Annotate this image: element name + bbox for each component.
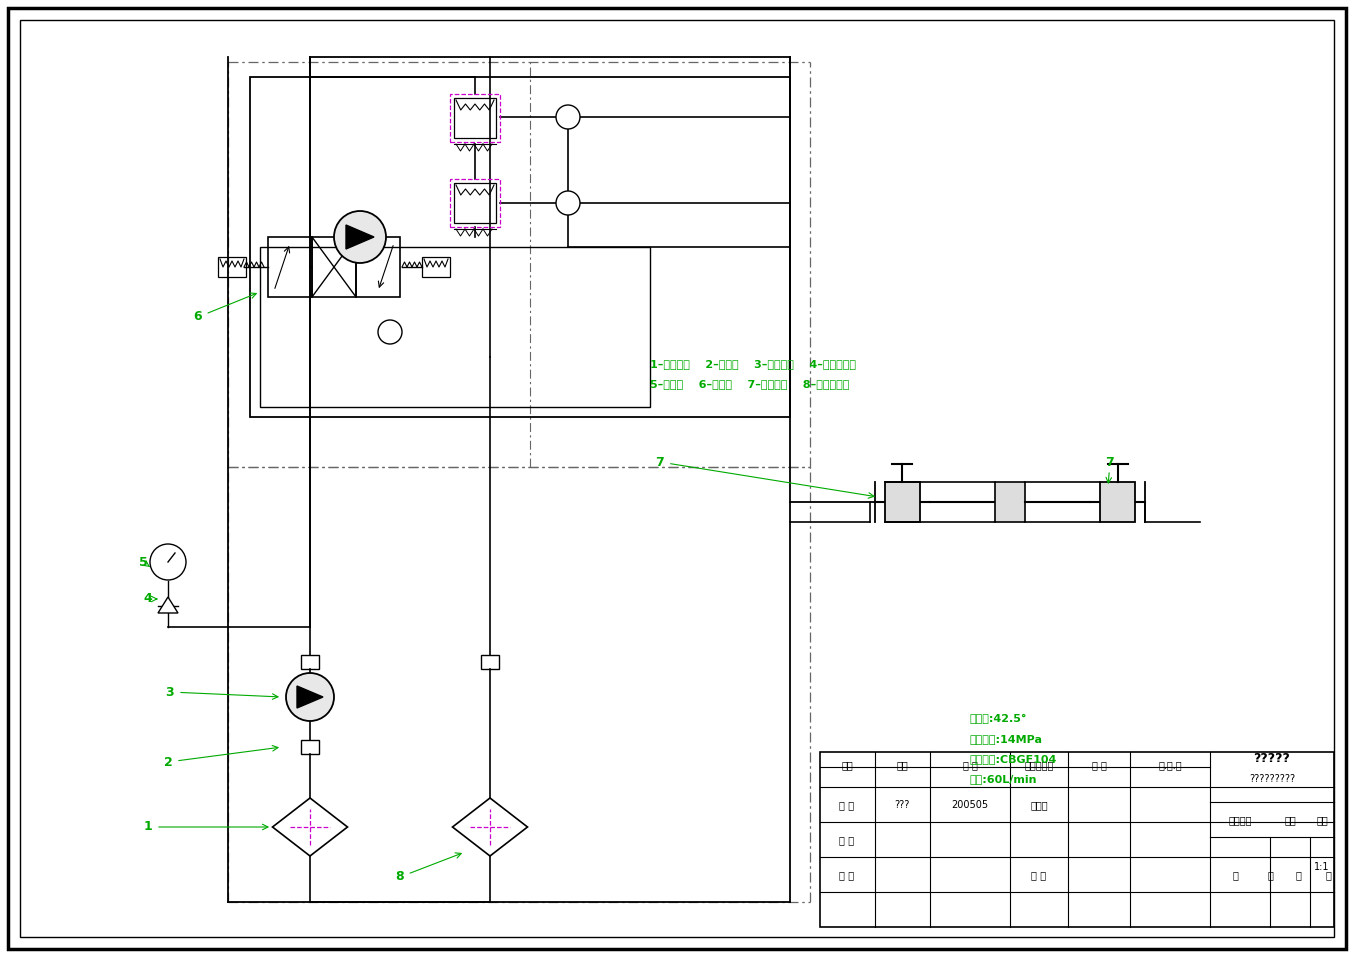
Text: 处数: 处数 <box>896 760 909 770</box>
Text: 1: 1 <box>144 820 153 834</box>
Text: 系统压力:14MPa: 系统压力:14MPa <box>969 734 1043 744</box>
Bar <box>301 655 320 669</box>
Text: ?????????: ????????? <box>1248 774 1294 784</box>
Text: ???: ??? <box>894 800 910 810</box>
Text: 帅: 帅 <box>1232 870 1238 880</box>
Bar <box>311 237 356 297</box>
Text: 年.月.日: 年.月.日 <box>1158 760 1182 770</box>
Bar <box>886 482 919 522</box>
Bar <box>268 237 311 297</box>
Text: 更改文件号: 更改文件号 <box>1025 760 1053 770</box>
Text: ?????: ????? <box>1254 752 1290 766</box>
Bar <box>450 94 500 142</box>
Text: 工 艺: 工 艺 <box>839 870 854 880</box>
Text: 标记: 标记 <box>841 760 853 770</box>
Text: 1:1: 1:1 <box>1315 862 1330 872</box>
Text: 案: 案 <box>1326 870 1331 880</box>
Text: 设 计: 设 计 <box>839 800 854 810</box>
Polygon shape <box>297 686 324 708</box>
Bar <box>481 655 500 669</box>
Text: 1–液压油筒    2–滤油器    3–转向油泵    4–压力表开关: 1–液压油筒 2–滤油器 3–转向油泵 4–压力表开关 <box>650 359 856 369</box>
Text: 审 核: 审 核 <box>839 835 854 845</box>
Bar <box>218 257 246 277</box>
Circle shape <box>556 105 580 129</box>
Text: 油泵型号:CBGF104: 油泵型号:CBGF104 <box>969 754 1057 764</box>
Text: 重量: 重量 <box>1284 815 1296 825</box>
Bar <box>450 179 500 227</box>
Text: 流量:60L/min: 流量:60L/min <box>969 774 1037 784</box>
Bar <box>356 237 399 297</box>
Text: 5–压力表    6–转向阀    7–转向油缸    8–回油滤油器: 5–压力表 6–转向阀 7–转向油缸 8–回油滤油器 <box>650 379 849 389</box>
Bar <box>821 752 1334 927</box>
Text: 5: 5 <box>138 555 148 568</box>
Text: 7: 7 <box>1106 456 1114 469</box>
Text: 3: 3 <box>165 685 175 699</box>
Text: 6: 6 <box>194 310 202 323</box>
Bar <box>1099 482 1135 522</box>
Bar <box>260 247 650 407</box>
Text: 7: 7 <box>655 456 665 469</box>
Text: 2: 2 <box>164 755 172 768</box>
Bar <box>250 77 789 417</box>
Text: 转向角:42.5°: 转向角:42.5° <box>969 714 1028 724</box>
Circle shape <box>286 673 334 721</box>
Bar <box>301 740 320 754</box>
Text: 分 区: 分 区 <box>963 760 978 770</box>
Text: 居: 居 <box>1267 870 1273 880</box>
Circle shape <box>556 191 580 215</box>
Bar <box>995 482 1025 522</box>
Text: 备: 备 <box>1294 870 1301 880</box>
Circle shape <box>150 544 185 580</box>
Text: 重量标记: 重量标记 <box>1228 815 1251 825</box>
Text: 标准化: 标准化 <box>1030 800 1048 810</box>
Polygon shape <box>347 225 374 249</box>
Bar <box>454 183 496 223</box>
Text: 8: 8 <box>395 871 405 883</box>
Text: 比例: 比例 <box>1316 815 1328 825</box>
Text: 签 名: 签 名 <box>1091 760 1106 770</box>
Polygon shape <box>158 597 177 613</box>
Text: 200505: 200505 <box>952 800 988 810</box>
Circle shape <box>334 211 386 263</box>
Circle shape <box>378 320 402 344</box>
Text: 4: 4 <box>144 592 153 606</box>
Bar <box>422 257 450 277</box>
Bar <box>454 98 496 138</box>
Text: 标 准: 标 准 <box>1032 870 1047 880</box>
